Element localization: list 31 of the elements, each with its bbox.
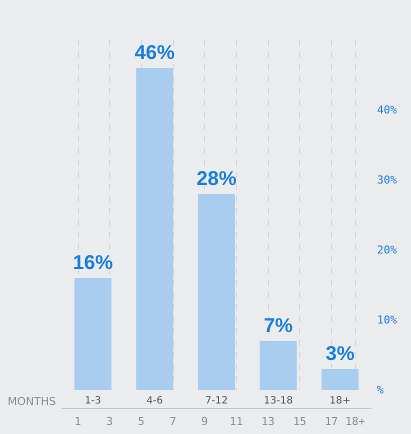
y-tick-label: % (377, 384, 384, 396)
x2-tick-label: 11 (230, 415, 243, 428)
bar (198, 194, 236, 390)
x2-tick-label: 18+ (345, 415, 366, 428)
x-tick-label: 4-6 (146, 396, 163, 406)
data-label: 28% (196, 168, 237, 190)
x2-tick-label: 9 (201, 415, 208, 428)
x2-tick-label: 17 (324, 415, 338, 428)
x-tick-label: 13-18 (264, 396, 293, 406)
x2-tick-label: 3 (106, 415, 113, 428)
x-axis-title: MONTHS (8, 395, 56, 408)
x2-tick-label: 15 (293, 415, 306, 428)
x-tick-label: 18+ (330, 396, 351, 406)
y-tick-label: 40% (377, 104, 398, 116)
y-tick-label: 30% (377, 174, 398, 186)
data-label: 46% (134, 42, 175, 64)
bar (260, 341, 297, 390)
bar (74, 278, 112, 390)
y-tick-label: 20% (377, 244, 398, 256)
data-label: 7% (264, 315, 293, 337)
x-tick-label: 1-3 (84, 396, 102, 406)
data-label: 16% (72, 252, 114, 274)
y-tick-label: 10% (377, 314, 398, 326)
x2-tick-label: 1 (74, 415, 82, 428)
bar (322, 369, 359, 390)
data-label: 3% (326, 343, 355, 365)
x-tick-label: 7-12 (205, 396, 228, 406)
x2-tick-label: 5 (138, 415, 145, 428)
x2-tick-label: 7 (170, 415, 176, 428)
x2-tick-label: 13 (261, 415, 275, 428)
bar (136, 68, 174, 390)
